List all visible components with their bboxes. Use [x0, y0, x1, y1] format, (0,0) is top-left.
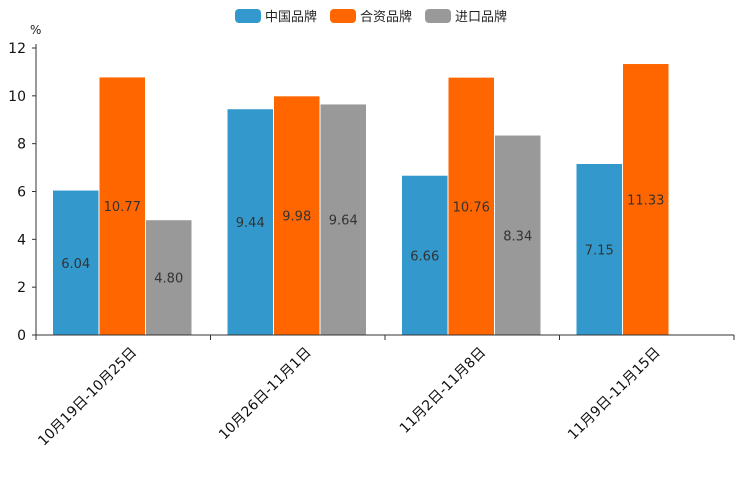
y-tick-label: 6	[17, 185, 26, 201]
legend-swatch	[425, 9, 451, 23]
bar	[448, 77, 494, 335]
bar-value-label: 8.34	[503, 229, 532, 244]
bar-value-label: 4.80	[154, 272, 183, 287]
y-tick-label: 2	[17, 280, 26, 296]
bar	[402, 175, 448, 335]
bar-value-label: 9.98	[282, 210, 311, 225]
y-tick-label: 4	[17, 232, 26, 248]
legend-label: 合资品牌	[360, 9, 412, 25]
bar-value-label: 9.44	[236, 216, 265, 231]
bar	[53, 190, 99, 335]
bar	[99, 77, 145, 335]
legend: 中国品牌 合资品牌 进口品牌	[235, 9, 507, 25]
bar	[320, 104, 366, 336]
bar-value-label: 6.66	[410, 249, 439, 264]
bar	[227, 109, 273, 335]
x-tick-label: 10月26日-11月1日	[216, 345, 315, 444]
bar-value-label: 10.76	[453, 200, 490, 215]
legend-swatch	[235, 9, 261, 23]
bar-value-label: 7.15	[585, 243, 614, 258]
bar	[576, 163, 622, 335]
bar-value-label: 9.64	[329, 214, 358, 229]
y-tick-label: 8	[17, 137, 26, 153]
bar	[274, 96, 320, 335]
x-axis: 10月19日-10月25日 10月26日-11月1日 11月2日-11月8日 11月9…	[35, 334, 735, 450]
y-tick-label: 12	[8, 41, 26, 57]
x-tick-label: 10月19日-10月25日	[35, 345, 140, 450]
y-tick-label: 0	[17, 328, 26, 344]
bar-value-label: 6.04	[61, 257, 90, 272]
legend-label: 进口品牌	[455, 9, 507, 25]
bar	[146, 220, 192, 335]
y-tick-label: 10	[8, 89, 26, 105]
x-tick-label: 11月2日-11月8日	[397, 345, 489, 437]
bar	[623, 64, 669, 335]
y-axis-unit-label: %	[30, 23, 41, 37]
bar	[495, 135, 541, 335]
y-axis: 0 2 4 6 8 10 12	[8, 41, 37, 344]
bar-value-label: 10.77	[104, 200, 141, 215]
legend-label: 中国品牌	[265, 9, 317, 25]
x-tick-label: 11月9日-11月15日	[565, 345, 664, 444]
bar-value-label: 11.33	[627, 194, 664, 209]
legend-swatch	[330, 9, 356, 23]
bars: 6.04 9.44 6.66 7.15 10.77 9.98 10.76 11.33 4.80 9…	[53, 64, 669, 336]
